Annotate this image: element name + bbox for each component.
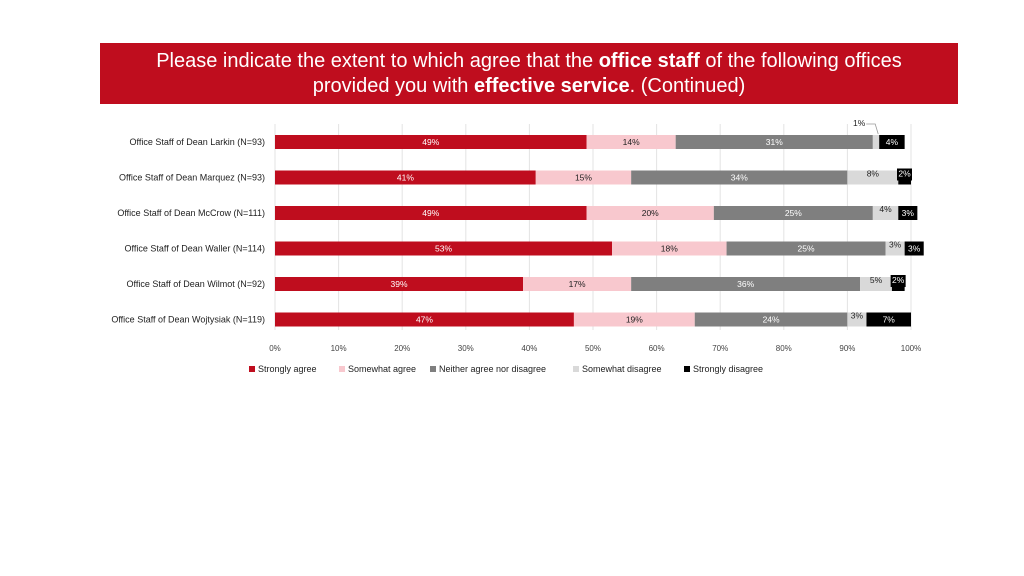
x-tick-label: 50% bbox=[585, 344, 601, 353]
bar-segment bbox=[713, 206, 873, 220]
bar-segment bbox=[275, 170, 536, 185]
bar-segment bbox=[872, 135, 880, 149]
data-label: 19% bbox=[626, 315, 643, 325]
bar-segment bbox=[866, 312, 911, 327]
data-label: 31% bbox=[766, 137, 783, 147]
data-label: 7% bbox=[883, 315, 896, 325]
data-label: 2% bbox=[898, 169, 911, 179]
title-banner: Please indicate the extent to which agre… bbox=[100, 43, 958, 104]
data-label: 3% bbox=[851, 311, 864, 321]
data-label: 3% bbox=[902, 208, 915, 218]
data-label: 4% bbox=[879, 204, 892, 214]
bar-segment bbox=[675, 135, 873, 149]
data-label: 8% bbox=[867, 169, 880, 179]
legend-swatch bbox=[573, 366, 579, 372]
legend-swatch bbox=[684, 366, 690, 372]
bar-segment bbox=[885, 241, 905, 256]
data-label: 17% bbox=[569, 279, 586, 289]
legend-label: Strongly disagree bbox=[693, 364, 763, 374]
legend-swatch bbox=[249, 366, 255, 372]
x-tick-label: 0% bbox=[269, 344, 281, 353]
data-label: 49% bbox=[422, 208, 439, 218]
category-label: Office Staff of Dean Waller (N=114) bbox=[125, 244, 265, 254]
bar-segment bbox=[879, 135, 905, 149]
x-tick-label: 80% bbox=[776, 344, 792, 353]
bar-segment bbox=[847, 170, 899, 185]
category-label: Office Staff of Dean Larkin (N=93) bbox=[130, 137, 266, 147]
data-label: 25% bbox=[785, 208, 802, 218]
data-label: 20% bbox=[642, 208, 659, 218]
data-label: 2% bbox=[892, 275, 905, 285]
bar-segment bbox=[586, 206, 714, 220]
bar-segment bbox=[586, 135, 676, 149]
category-label: Office Staff of Dean Wilmot (N=92) bbox=[127, 279, 265, 289]
bar-segment bbox=[631, 277, 861, 291]
bar-segment bbox=[898, 206, 918, 220]
data-label: 47% bbox=[416, 315, 433, 325]
bar-segment bbox=[612, 241, 727, 256]
bar-segment bbox=[631, 170, 848, 185]
data-label: 49% bbox=[422, 137, 439, 147]
data-label: 3% bbox=[889, 240, 902, 250]
x-tick-label: 40% bbox=[521, 344, 537, 353]
data-label: 3% bbox=[908, 244, 921, 254]
data-label: 18% bbox=[661, 244, 678, 254]
bar-segment-tag bbox=[897, 168, 912, 181]
legend-label: Somewhat disagree bbox=[582, 364, 662, 374]
data-label: 39% bbox=[391, 279, 408, 289]
data-label: 53% bbox=[435, 244, 452, 254]
bar-segment-tag bbox=[890, 275, 906, 287]
data-label: 15% bbox=[575, 173, 592, 183]
bar-segment bbox=[847, 312, 867, 327]
bar-segment bbox=[535, 170, 632, 185]
leader-line bbox=[866, 123, 879, 135]
x-tick-label: 90% bbox=[839, 344, 855, 353]
data-label: 41% bbox=[397, 173, 414, 183]
data-label: 24% bbox=[763, 315, 780, 325]
bar-segment bbox=[573, 312, 695, 327]
legend-label: Strongly agree bbox=[258, 364, 317, 374]
bar-segment bbox=[275, 277, 524, 291]
category-label: Office Staff of Dean Marquez (N=93) bbox=[119, 173, 265, 183]
bar-segment bbox=[726, 241, 886, 256]
x-tick-label: 70% bbox=[712, 344, 728, 353]
title-line-2: provided you with effective service. (Co… bbox=[312, 74, 746, 97]
data-label: 5% bbox=[870, 275, 883, 285]
legend-swatch bbox=[339, 366, 345, 372]
x-tick-label: 30% bbox=[458, 344, 474, 353]
bar-segment bbox=[904, 241, 924, 256]
x-tick-label: 100% bbox=[901, 344, 921, 353]
data-label: 25% bbox=[798, 244, 815, 254]
x-tick-label: 60% bbox=[649, 344, 665, 353]
x-tick-label: 20% bbox=[394, 344, 410, 353]
bar-segment bbox=[523, 277, 632, 291]
bar-segment bbox=[275, 241, 613, 256]
category-label: Office Staff of Dean Wojtysiak (N=119) bbox=[111, 315, 265, 325]
bar-segment bbox=[275, 312, 574, 327]
data-label: 4% bbox=[886, 137, 899, 147]
data-label: 14% bbox=[623, 137, 640, 147]
data-label: 36% bbox=[737, 279, 754, 289]
title-line-1: Please indicate the extent to which agre… bbox=[156, 49, 902, 72]
bar-segment bbox=[275, 135, 587, 149]
bar-segment bbox=[860, 277, 892, 291]
legend-label: Somewhat agree bbox=[348, 364, 416, 374]
x-tick-label: 10% bbox=[331, 344, 347, 353]
data-label: 34% bbox=[731, 173, 748, 183]
bar-segment bbox=[872, 206, 899, 220]
bar-segment bbox=[694, 312, 848, 327]
data-label: 1% bbox=[853, 118, 866, 128]
bar-segment bbox=[275, 206, 587, 220]
category-label: Office Staff of Dean McCrow (N=111) bbox=[117, 208, 265, 218]
legend-swatch bbox=[430, 366, 436, 372]
legend-label: Neither agree nor disagree bbox=[439, 364, 546, 374]
